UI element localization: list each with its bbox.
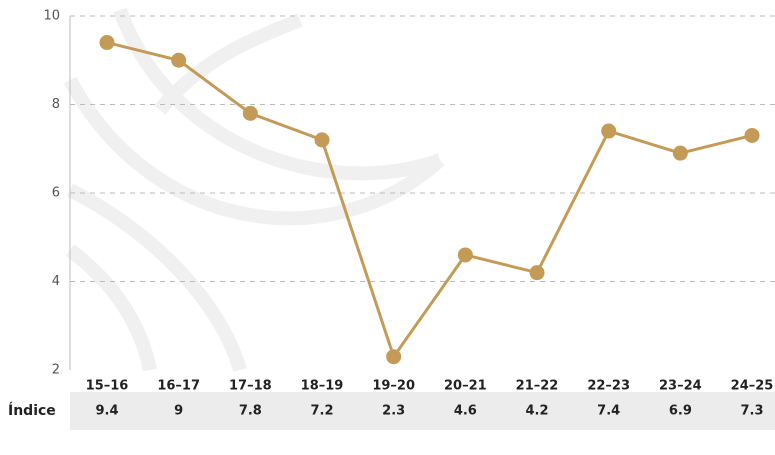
table-cell: 4.6 (454, 404, 477, 419)
decoration-arc (70, 250, 150, 370)
x-tick-label: 17–18 (229, 379, 272, 394)
x-tick-label: 18–19 (301, 379, 344, 394)
y-tick-label: 2 (52, 363, 60, 378)
x-tick-label: 20–21 (444, 379, 487, 394)
y-tick-label: 6 (52, 186, 60, 201)
data-point (243, 106, 258, 121)
x-tick-label: 19–20 (372, 379, 415, 394)
table-cell: 7.8 (239, 404, 262, 419)
table-cell: 9 (174, 404, 183, 419)
data-point (171, 53, 186, 68)
x-tick-label: 15–16 (86, 379, 129, 394)
x-tick-label: 24–25 (731, 379, 774, 394)
page: Índice 2 4 6 8 10 15–16 9.4 16–17 9 17–18 7.8 18–19… (0, 0, 775, 455)
table-cell: 7.3 (741, 404, 764, 419)
data-point (673, 146, 688, 161)
chart: Índice 2 4 6 8 10 15–16 9.4 16–17 9 17–18 7.8 18–19… (0, 0, 775, 455)
data-point (745, 128, 760, 143)
data-point (601, 124, 616, 139)
data-point (386, 349, 401, 364)
table-cell: 2.3 (382, 404, 405, 419)
data-point (458, 247, 473, 262)
y-tick-label: 10 (43, 9, 60, 24)
y-tick-label: 8 (52, 97, 60, 112)
x-tick-label: 23–24 (659, 379, 702, 394)
x-tick-label: 21–22 (516, 379, 559, 394)
x-tick-label: 16–17 (157, 379, 200, 394)
x-tick-label: 22–23 (587, 379, 630, 394)
table-cell: 9.4 (95, 404, 118, 419)
table-cell: 7.2 (310, 404, 333, 419)
table-cell: 7.4 (597, 404, 620, 419)
background-decoration (70, 10, 440, 370)
table-row-label: Índice (8, 402, 56, 419)
data-point (315, 132, 330, 147)
table-cell: 6.9 (669, 404, 692, 419)
data-point (100, 35, 115, 50)
y-tick-label: 4 (52, 274, 60, 289)
data-point (530, 265, 545, 280)
table-cell: 4.2 (526, 404, 549, 419)
